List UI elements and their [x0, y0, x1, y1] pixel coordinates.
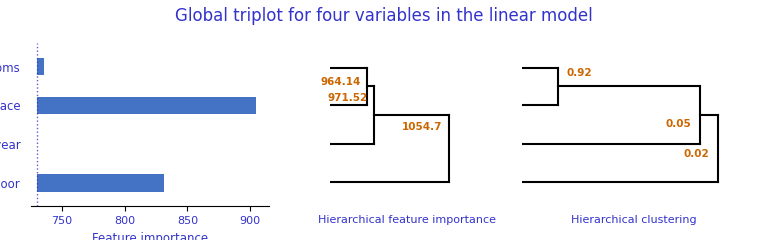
Bar: [37, 174, 164, 192]
Bar: [37, 97, 257, 114]
Text: Hierarchical clustering: Hierarchical clustering: [571, 215, 697, 225]
Bar: [37, 58, 44, 75]
Text: 0.92: 0.92: [567, 68, 592, 78]
Text: Hierarchical feature importance: Hierarchical feature importance: [318, 215, 496, 225]
Text: 971.52: 971.52: [328, 93, 368, 103]
Text: 0.05: 0.05: [666, 119, 691, 129]
Text: 964.14: 964.14: [321, 78, 361, 87]
X-axis label: Feature importance: Feature importance: [91, 232, 208, 240]
Text: Global triplot for four variables in the linear model: Global triplot for four variables in the…: [175, 7, 593, 25]
Text: 1054.7: 1054.7: [402, 122, 442, 132]
Text: 0.02: 0.02: [684, 149, 710, 159]
